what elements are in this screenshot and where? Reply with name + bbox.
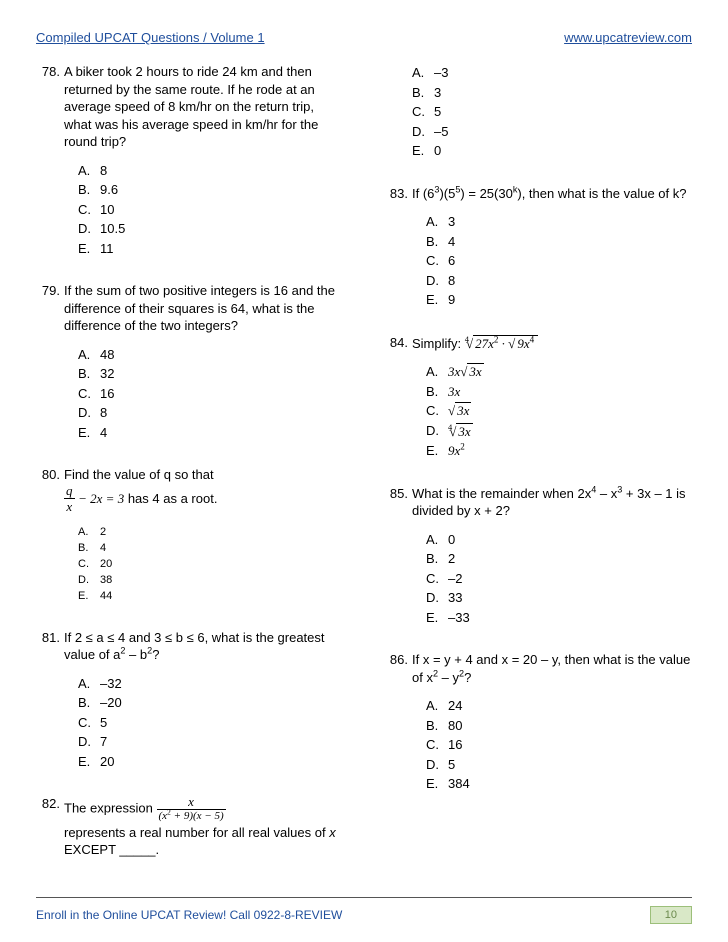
- q83-text: If (63)(55) = 25(30k), then what is the …: [412, 185, 692, 203]
- footer-text: Enroll in the Online UPCAT Review! Call …: [36, 908, 342, 922]
- q79-text: If the sum of two positive integers is 1…: [64, 282, 344, 335]
- q78-opt-b: B.9.6: [78, 180, 344, 200]
- q80-text-2: has 4 as a root.: [128, 491, 218, 506]
- q84-opt-e: E.9x2: [426, 441, 692, 461]
- q80-number: 80.: [36, 466, 64, 618]
- q85-opt-a: A.0: [426, 530, 692, 550]
- q79-opt-e: E.4: [78, 423, 344, 443]
- q84-opt-d: D.4√3x: [426, 421, 692, 442]
- q81-text: If 2 ≤ a ≤ 4 and 3 ≤ b ≤ 6, what is the …: [64, 629, 344, 664]
- q78-opt-d: D.10.5: [78, 219, 344, 239]
- q86-options: A.24 B.80 C.16 D.5 E.384: [412, 696, 692, 794]
- q84-opt-c: C.√3x: [426, 401, 692, 421]
- question-82-opts: A.–3 B.3 C.5 D.–5 E.0: [384, 63, 692, 175]
- q84-opt-a: A.3x√3x: [426, 362, 692, 382]
- q83-opt-d: D.8: [426, 271, 692, 291]
- question-84: 84. Simplify: 4√27x2 · √9x4 A.3x√3x B.3x…: [384, 334, 692, 475]
- q80-opt-e: E.44: [78, 589, 344, 605]
- q79-opt-b: B.32: [78, 364, 344, 384]
- q83-opt-e: E.9: [426, 290, 692, 310]
- q79-opt-d: D.8: [78, 403, 344, 423]
- q86-number: 86.: [384, 651, 412, 808]
- q85-opt-e: E.–33: [426, 608, 692, 628]
- q83-number: 83.: [384, 185, 412, 324]
- q82-opt-d: D.–5: [412, 122, 692, 142]
- q80-opt-a: A.2: [78, 525, 344, 541]
- q80-opt-c: C.20: [78, 557, 344, 573]
- q84-opt-b: B.3x: [426, 382, 692, 402]
- q80-options: A.2 B.4 C.20 D.38 E.44: [64, 525, 344, 605]
- right-column: A.–3 B.3 C.5 D.–5 E.0 83. If (63)(55) = …: [384, 63, 692, 879]
- q79-opt-c: C.16: [78, 384, 344, 404]
- q85-opt-b: B.2: [426, 549, 692, 569]
- q80-fraction: qx: [64, 484, 75, 515]
- q81-opt-c: C.5: [78, 713, 344, 733]
- q82-opt-c: C.5: [412, 102, 692, 122]
- q85-number: 85.: [384, 485, 412, 642]
- q81-opt-e: E.20: [78, 752, 344, 772]
- q82-options: A.–3 B.3 C.5 D.–5 E.0: [412, 63, 692, 161]
- q85-options: A.0 B.2 C.–2 D.33 E.–33: [412, 530, 692, 628]
- left-column: 78. A biker took 2 hours to ride 24 km a…: [36, 63, 344, 879]
- question-78: 78. A biker took 2 hours to ride 24 km a…: [36, 63, 344, 272]
- q80-opt-b: B.4: [78, 541, 344, 557]
- q82-text: The expression x (x2 + 9)(x − 5) represe…: [64, 795, 344, 859]
- q83-opt-b: B.4: [426, 232, 692, 252]
- q78-text: A biker took 2 hours to ride 24 km and t…: [64, 63, 344, 151]
- q85-text: What is the remainder when 2x4 – x3 + 3x…: [412, 485, 692, 520]
- question-79: 79. If the sum of two positive integers …: [36, 282, 344, 456]
- q84-number: 84.: [384, 334, 412, 475]
- q86-opt-e: E.384: [426, 774, 692, 794]
- q78-opt-e: E.11: [78, 239, 344, 259]
- q80-equation: − 2x = 3: [78, 491, 124, 506]
- question-82: 82. The expression x (x2 + 9)(x − 5) rep…: [36, 795, 344, 869]
- footer-divider: [36, 897, 692, 898]
- q79-options: A.48 B.32 C.16 D.8 E.4: [64, 345, 344, 443]
- header-title: Compiled UPCAT Questions / Volume 1: [36, 30, 265, 45]
- q81-number: 81.: [36, 629, 64, 786]
- q79-opt-a: A.48: [78, 345, 344, 365]
- q85-opt-c: C.–2: [426, 569, 692, 589]
- q82-opt-a: A.–3: [412, 63, 692, 83]
- q84-options: A.3x√3x B.3x C.√3x D.4√3x E.9x2: [412, 362, 692, 461]
- q80-opt-d: D.38: [78, 573, 344, 589]
- q80-text-1: Find the value of q so that: [64, 467, 214, 482]
- q81-opt-b: B.–20: [78, 693, 344, 713]
- question-81: 81. If 2 ≤ a ≤ 4 and 3 ≤ b ≤ 6, what is …: [36, 629, 344, 786]
- q86-opt-d: D.5: [426, 755, 692, 775]
- q82-number: 82.: [36, 795, 64, 869]
- q83-options: A.3 B.4 C.6 D.8 E.9: [412, 212, 692, 310]
- header-link[interactable]: www.upcatreview.com: [564, 30, 692, 45]
- q86-text: If x = y + 4 and x = 20 – y, then what i…: [412, 651, 692, 686]
- page-header: Compiled UPCAT Questions / Volume 1 www.…: [36, 30, 692, 45]
- q78-number: 78.: [36, 63, 64, 272]
- question-85: 85. What is the remainder when 2x4 – x3 …: [384, 485, 692, 642]
- q82-opt-e: E.0: [412, 141, 692, 161]
- q78-opt-a: A.8: [78, 161, 344, 181]
- q86-opt-c: C.16: [426, 735, 692, 755]
- q78-options: A.8 B.9.6 C.10 D.10.5 E.11: [64, 161, 344, 259]
- q81-opt-a: A.–32: [78, 674, 344, 694]
- q81-options: A.–32 B.–20 C.5 D.7 E.20: [64, 674, 344, 772]
- q84-expression: 4√27x2 · √9x4: [465, 336, 538, 351]
- page-number: 10: [650, 906, 692, 924]
- q84-text: Simplify: 4√27x2 · √9x4: [412, 334, 692, 353]
- question-80: 80. Find the value of q so that qx − 2x …: [36, 466, 344, 618]
- question-83: 83. If (63)(55) = 25(30k), then what is …: [384, 185, 692, 324]
- q78-opt-c: C.10: [78, 200, 344, 220]
- question-86: 86. If x = y + 4 and x = 20 – y, then wh…: [384, 651, 692, 808]
- q81-opt-d: D.7: [78, 732, 344, 752]
- q86-opt-b: B.80: [426, 716, 692, 736]
- q85-opt-d: D.33: [426, 588, 692, 608]
- q83-opt-c: C.6: [426, 251, 692, 271]
- page-footer: Enroll in the Online UPCAT Review! Call …: [36, 906, 692, 924]
- q82-opt-b: B.3: [412, 83, 692, 103]
- q79-number: 79.: [36, 282, 64, 456]
- content-columns: 78. A biker took 2 hours to ride 24 km a…: [36, 63, 692, 879]
- q82-fraction: x (x2 + 9)(x − 5): [157, 795, 226, 823]
- q86-opt-a: A.24: [426, 696, 692, 716]
- q80-text: Find the value of q so that qx − 2x = 3 …: [64, 466, 344, 514]
- q83-opt-a: A.3: [426, 212, 692, 232]
